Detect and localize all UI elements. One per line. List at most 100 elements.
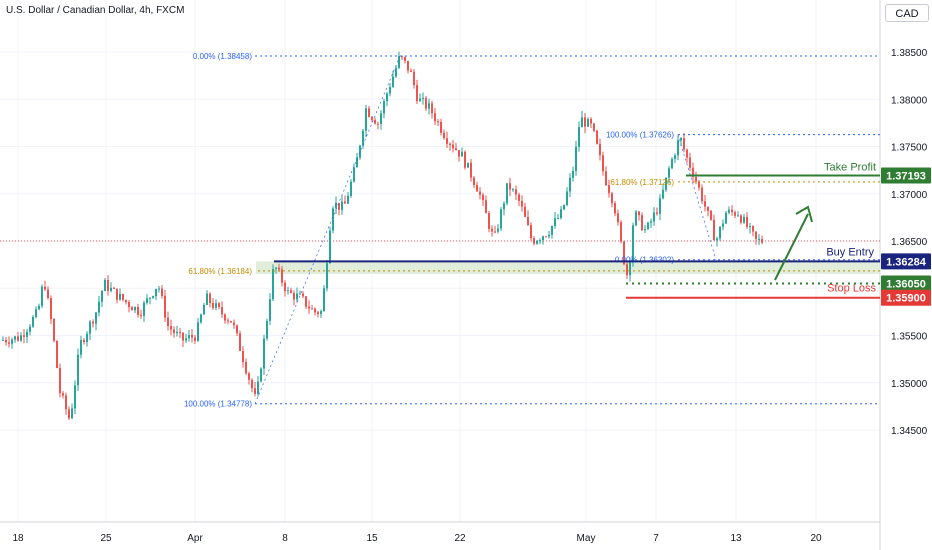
candle-body (98, 301, 100, 313)
candle-body (503, 203, 505, 210)
candle-body (89, 321, 91, 334)
candle-body (755, 231, 757, 240)
candle-body (623, 241, 625, 265)
candle-body (77, 354, 79, 386)
candle-body (542, 236, 544, 241)
candle-body (386, 93, 388, 102)
candle-body (449, 143, 451, 145)
candle-body (245, 362, 247, 374)
candle-body (308, 306, 310, 309)
candle-body (95, 312, 97, 324)
candle-body (272, 269, 274, 300)
candle-body (53, 318, 55, 341)
candle-body (56, 340, 58, 368)
candle-body (341, 201, 343, 210)
candle-body (62, 393, 64, 396)
candle-body (221, 307, 223, 315)
candle-body (104, 279, 106, 291)
candle-body (725, 212, 727, 224)
candle-body (266, 320, 268, 339)
candle-body (548, 234, 550, 237)
candle-body (428, 103, 430, 109)
candle-body (740, 215, 742, 223)
candle-body (563, 204, 565, 210)
candle-body (338, 202, 340, 210)
candle-body (401, 56, 403, 58)
candle-body (722, 223, 724, 227)
candle-body (404, 56, 406, 61)
candle-body (392, 76, 394, 88)
price-tag-value: 1.36050 (886, 279, 926, 291)
candle-body (251, 379, 253, 389)
candle-body (332, 208, 334, 231)
candle-body (656, 212, 658, 214)
candle-body (752, 226, 754, 232)
candle-body (113, 287, 115, 289)
fib-level-label: 100.00% (1.34778) (184, 400, 252, 409)
price-tick-label: 1.34500 (891, 426, 928, 437)
candle-body (461, 151, 463, 157)
candle-body (671, 158, 673, 169)
candle-body (599, 143, 601, 156)
candle-body (434, 113, 436, 122)
candle-body (50, 298, 52, 319)
candle-body (371, 116, 373, 120)
candle-body (287, 290, 289, 292)
candle-body (746, 216, 748, 228)
candle-body (107, 279, 109, 291)
candle-body (155, 288, 157, 297)
candle-body (554, 218, 556, 227)
candle-body (605, 171, 607, 186)
time-tick-label: 18 (12, 533, 24, 544)
candle-body (179, 331, 181, 333)
candle-body (134, 306, 136, 311)
candle-body (632, 225, 634, 263)
candle-body (305, 296, 307, 307)
candle-body (458, 150, 460, 157)
candle-body (644, 229, 646, 231)
take-profit-label: Take Profit (824, 162, 876, 174)
candle-body (677, 140, 679, 156)
candle-body (482, 194, 484, 201)
price-tag (881, 289, 931, 306)
candle-body (263, 338, 265, 369)
candle-body (572, 170, 574, 178)
candle-body (647, 222, 649, 230)
currency-button[interactable]: CAD (885, 4, 929, 22)
candle-body (227, 320, 229, 322)
price-tag-value: 1.37193 (886, 171, 926, 183)
candle-body (491, 228, 493, 232)
time-tick-label: 7 (653, 533, 659, 544)
stop-loss-label: Stop Loss (827, 283, 876, 295)
candle-body (590, 118, 592, 124)
candle-body (713, 219, 715, 241)
candle-body (464, 151, 466, 168)
candle-body (197, 322, 199, 341)
candle-body (593, 123, 595, 131)
candle-body (551, 226, 553, 235)
time-tick-label: Apr (187, 533, 203, 544)
candle-body (476, 185, 478, 192)
candle-body (11, 339, 13, 344)
candle-body (524, 206, 526, 217)
candle-body (248, 373, 250, 380)
candle-body (188, 335, 190, 339)
candle-body (8, 342, 10, 344)
candle-body (299, 293, 301, 295)
candle-body (422, 97, 424, 99)
candle-body (686, 149, 688, 158)
candle-body (269, 299, 271, 321)
candle-body (275, 267, 277, 270)
time-tick-label: May (577, 533, 596, 544)
candle-body (557, 218, 559, 220)
candle-body (236, 325, 238, 334)
candle-body (395, 67, 397, 77)
candle-body (26, 331, 28, 337)
candle-body (191, 335, 193, 338)
price-tick-label: 1.38500 (891, 48, 928, 59)
candle-body (14, 336, 16, 340)
candle-body (500, 209, 502, 229)
candle-body (692, 167, 694, 178)
candle-body (29, 326, 31, 332)
